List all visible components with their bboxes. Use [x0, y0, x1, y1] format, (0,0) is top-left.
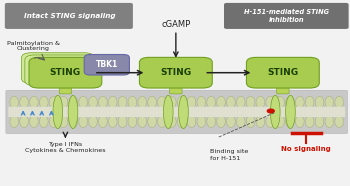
FancyBboxPatch shape — [5, 3, 133, 29]
Ellipse shape — [89, 116, 97, 128]
Ellipse shape — [295, 96, 304, 108]
Ellipse shape — [163, 95, 173, 129]
Ellipse shape — [99, 116, 107, 128]
Ellipse shape — [68, 95, 78, 129]
Ellipse shape — [79, 116, 88, 128]
Ellipse shape — [148, 116, 156, 128]
FancyBboxPatch shape — [276, 81, 289, 94]
Ellipse shape — [49, 96, 58, 108]
Ellipse shape — [335, 116, 344, 128]
Ellipse shape — [79, 96, 88, 108]
Text: No signaling: No signaling — [281, 146, 331, 152]
Ellipse shape — [108, 96, 117, 108]
Ellipse shape — [286, 95, 295, 129]
FancyBboxPatch shape — [25, 55, 98, 86]
Text: STING: STING — [267, 68, 299, 77]
Ellipse shape — [305, 116, 314, 128]
Ellipse shape — [20, 96, 28, 108]
Ellipse shape — [69, 96, 78, 108]
Ellipse shape — [118, 116, 127, 128]
Ellipse shape — [177, 96, 186, 108]
Text: H-151-mediated STING
inhibition: H-151-mediated STING inhibition — [244, 9, 329, 23]
Ellipse shape — [217, 116, 225, 128]
Text: Palmitoylation &
Clustering: Palmitoylation & Clustering — [7, 41, 60, 51]
Text: STING: STING — [160, 68, 191, 77]
Ellipse shape — [177, 116, 186, 128]
Ellipse shape — [197, 96, 206, 108]
Text: STING: STING — [50, 68, 81, 77]
Ellipse shape — [187, 96, 196, 108]
Ellipse shape — [271, 95, 280, 129]
Ellipse shape — [325, 96, 334, 108]
Ellipse shape — [148, 96, 156, 108]
Ellipse shape — [246, 116, 255, 128]
Ellipse shape — [167, 96, 176, 108]
Ellipse shape — [286, 96, 294, 108]
Text: cGAMP: cGAMP — [161, 20, 190, 29]
FancyBboxPatch shape — [224, 3, 349, 29]
Ellipse shape — [128, 96, 137, 108]
Text: TBK1: TBK1 — [96, 60, 118, 69]
Ellipse shape — [226, 96, 235, 108]
Ellipse shape — [118, 96, 127, 108]
Ellipse shape — [138, 116, 147, 128]
Ellipse shape — [40, 116, 48, 128]
FancyBboxPatch shape — [84, 54, 130, 75]
Ellipse shape — [30, 116, 38, 128]
Ellipse shape — [69, 116, 78, 128]
Ellipse shape — [99, 96, 107, 108]
Ellipse shape — [266, 116, 275, 128]
FancyBboxPatch shape — [6, 90, 348, 134]
Ellipse shape — [59, 116, 68, 128]
Ellipse shape — [207, 116, 216, 128]
Ellipse shape — [266, 96, 275, 108]
FancyBboxPatch shape — [59, 81, 72, 94]
Ellipse shape — [236, 96, 245, 108]
Ellipse shape — [256, 116, 265, 128]
Ellipse shape — [187, 116, 196, 128]
Ellipse shape — [315, 96, 324, 108]
Ellipse shape — [256, 96, 265, 108]
Ellipse shape — [315, 116, 324, 128]
Ellipse shape — [53, 95, 63, 129]
Ellipse shape — [276, 116, 285, 128]
FancyBboxPatch shape — [29, 57, 102, 88]
Ellipse shape — [158, 96, 166, 108]
Ellipse shape — [10, 116, 19, 128]
Ellipse shape — [217, 96, 225, 108]
Circle shape — [267, 109, 274, 113]
Ellipse shape — [167, 116, 176, 128]
Ellipse shape — [59, 96, 68, 108]
Ellipse shape — [20, 116, 28, 128]
Ellipse shape — [89, 96, 97, 108]
Ellipse shape — [335, 96, 344, 108]
FancyBboxPatch shape — [139, 57, 212, 88]
Ellipse shape — [305, 96, 314, 108]
Ellipse shape — [236, 116, 245, 128]
Ellipse shape — [295, 116, 304, 128]
Text: Type I IFNs
Cytokines & Chemokines: Type I IFNs Cytokines & Chemokines — [25, 142, 106, 153]
Ellipse shape — [108, 116, 117, 128]
Text: Intact STING signaling: Intact STING signaling — [24, 13, 116, 19]
Ellipse shape — [325, 116, 334, 128]
Text: Binding site
for H-151: Binding site for H-151 — [210, 149, 248, 161]
Ellipse shape — [178, 95, 188, 129]
Ellipse shape — [40, 96, 48, 108]
Ellipse shape — [286, 116, 294, 128]
Ellipse shape — [30, 96, 38, 108]
Ellipse shape — [226, 116, 235, 128]
Ellipse shape — [128, 116, 137, 128]
FancyBboxPatch shape — [170, 81, 182, 94]
Ellipse shape — [138, 96, 147, 108]
FancyBboxPatch shape — [8, 107, 345, 117]
FancyBboxPatch shape — [246, 57, 319, 88]
Ellipse shape — [246, 96, 255, 108]
Ellipse shape — [49, 116, 58, 128]
Ellipse shape — [276, 96, 285, 108]
Ellipse shape — [10, 96, 19, 108]
Ellipse shape — [197, 116, 206, 128]
FancyBboxPatch shape — [21, 53, 94, 83]
Ellipse shape — [158, 116, 166, 128]
Ellipse shape — [207, 96, 216, 108]
